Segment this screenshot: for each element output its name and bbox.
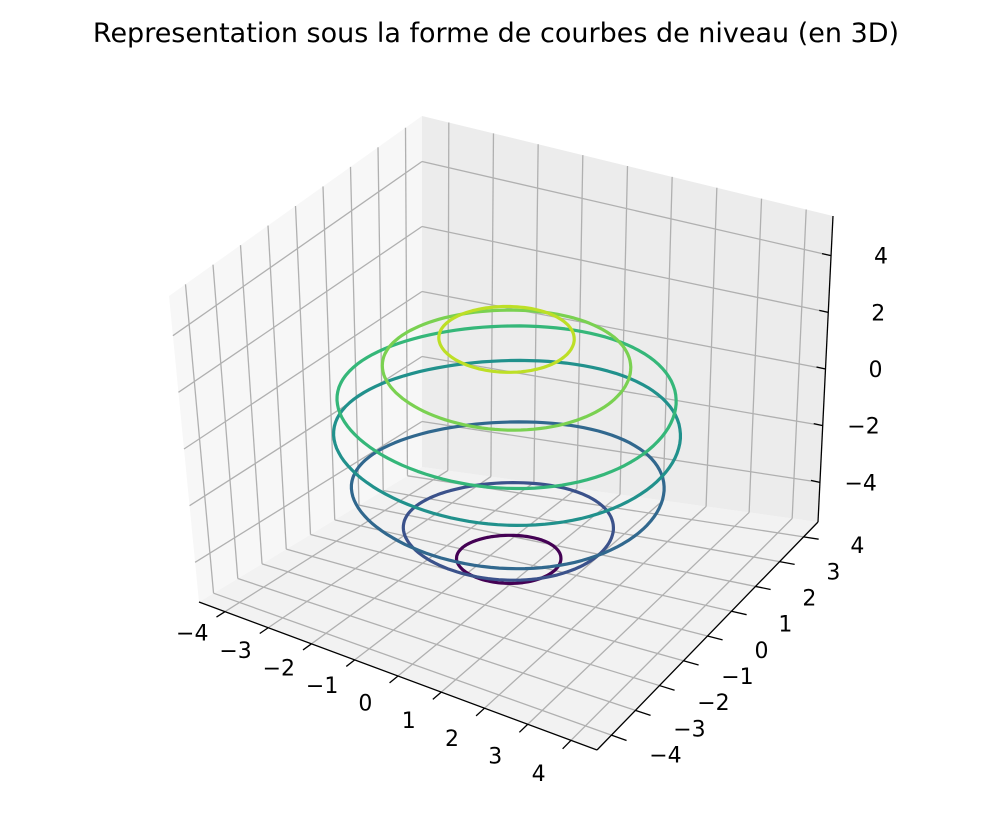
- z-tick-mark: [810, 479, 821, 483]
- y-tick-mark: [659, 684, 675, 691]
- grid-line-z-left: [178, 225, 423, 393]
- x-tick-mark: [216, 611, 226, 618]
- x-tick-mark: [562, 739, 572, 750]
- y-tick-mark: [731, 610, 747, 616]
- y-tick-mark: [683, 660, 699, 666]
- contour-lines: [332, 304, 683, 586]
- chart-title: Representation sous la forme de courbes …: [93, 18, 899, 49]
- y-tick-label: −3: [673, 717, 705, 742]
- x-tick-mark: [345, 659, 356, 667]
- x-tick-mark: [518, 723, 529, 733]
- grid-line-z-back: [421, 420, 821, 483]
- contour-level: [380, 308, 633, 432]
- x-tick-label: 2: [445, 727, 459, 752]
- y-tick-mark: [755, 585, 771, 591]
- y-tick-label: 1: [778, 613, 792, 638]
- y-tick-label: −2: [697, 691, 729, 716]
- y-tick-label: 2: [802, 586, 816, 611]
- z-tick-mark: [816, 366, 826, 370]
- x-tick-label: −1: [306, 674, 338, 699]
- x-tick-label: −3: [219, 639, 251, 664]
- y-tick-mark: [635, 709, 651, 716]
- x-tick-mark: [475, 707, 485, 717]
- z-tick-label: 2: [871, 301, 885, 326]
- contour-level: [454, 533, 563, 586]
- x-tick-label: −2: [263, 656, 295, 681]
- x-tick-label: −4: [176, 621, 208, 646]
- contour-level: [332, 358, 683, 528]
- y-tick-label: −4: [649, 743, 681, 768]
- contour-level: [437, 304, 576, 374]
- y-tick-label: −1: [721, 665, 753, 690]
- grid-line-y-floor: [310, 533, 708, 637]
- y-tick-mark: [707, 635, 723, 641]
- z-tick-label: 0: [869, 358, 883, 383]
- y-tick-label: 0: [754, 639, 768, 664]
- grid-line-y-floor: [383, 489, 780, 563]
- z-tick-mark: [819, 309, 829, 313]
- grid-lines: [172, 122, 832, 741]
- x-tick-mark: [432, 691, 442, 700]
- grid-line-y-floor: [334, 519, 732, 612]
- grid-line-y-floor: [286, 548, 684, 662]
- grid-line-z-left: [172, 160, 423, 337]
- grid-line-y-floor: [261, 563, 660, 687]
- x-tick-mark: [259, 627, 269, 635]
- x-tick-mark: [302, 643, 312, 651]
- x-tick-label: 3: [488, 744, 502, 769]
- grid-line-z-back: [421, 225, 829, 313]
- z-tick-mark: [821, 253, 832, 257]
- x-tick-label: 4: [532, 762, 546, 787]
- z-tick-mark: [813, 423, 823, 427]
- z-tick-label: −2: [847, 415, 879, 440]
- grid-line-y-floor: [358, 504, 756, 588]
- y-tick-label: 3: [826, 560, 840, 585]
- grid-line-z-left: [194, 420, 423, 563]
- grid-line-z-back: [421, 160, 832, 257]
- x-tick-label: 1: [402, 709, 416, 734]
- floor-pane: [199, 467, 818, 750]
- y-tick-mark: [611, 734, 627, 742]
- grid-line-z-left: [183, 290, 423, 450]
- x-tick-mark: [389, 675, 399, 684]
- grid-line-y-floor: [213, 592, 612, 736]
- grid-line-z-back: [421, 290, 826, 370]
- x-tick-label: 0: [358, 692, 372, 717]
- y-tick-label: 4: [850, 534, 864, 559]
- z-tick-label: 4: [874, 245, 888, 270]
- z-tick-label: −4: [845, 471, 877, 496]
- grid-line-y-floor: [237, 577, 636, 711]
- contour-level: [349, 420, 666, 571]
- y-tick-mark: [779, 561, 795, 565]
- y-tick-mark: [803, 536, 819, 540]
- contour-level: [401, 481, 616, 582]
